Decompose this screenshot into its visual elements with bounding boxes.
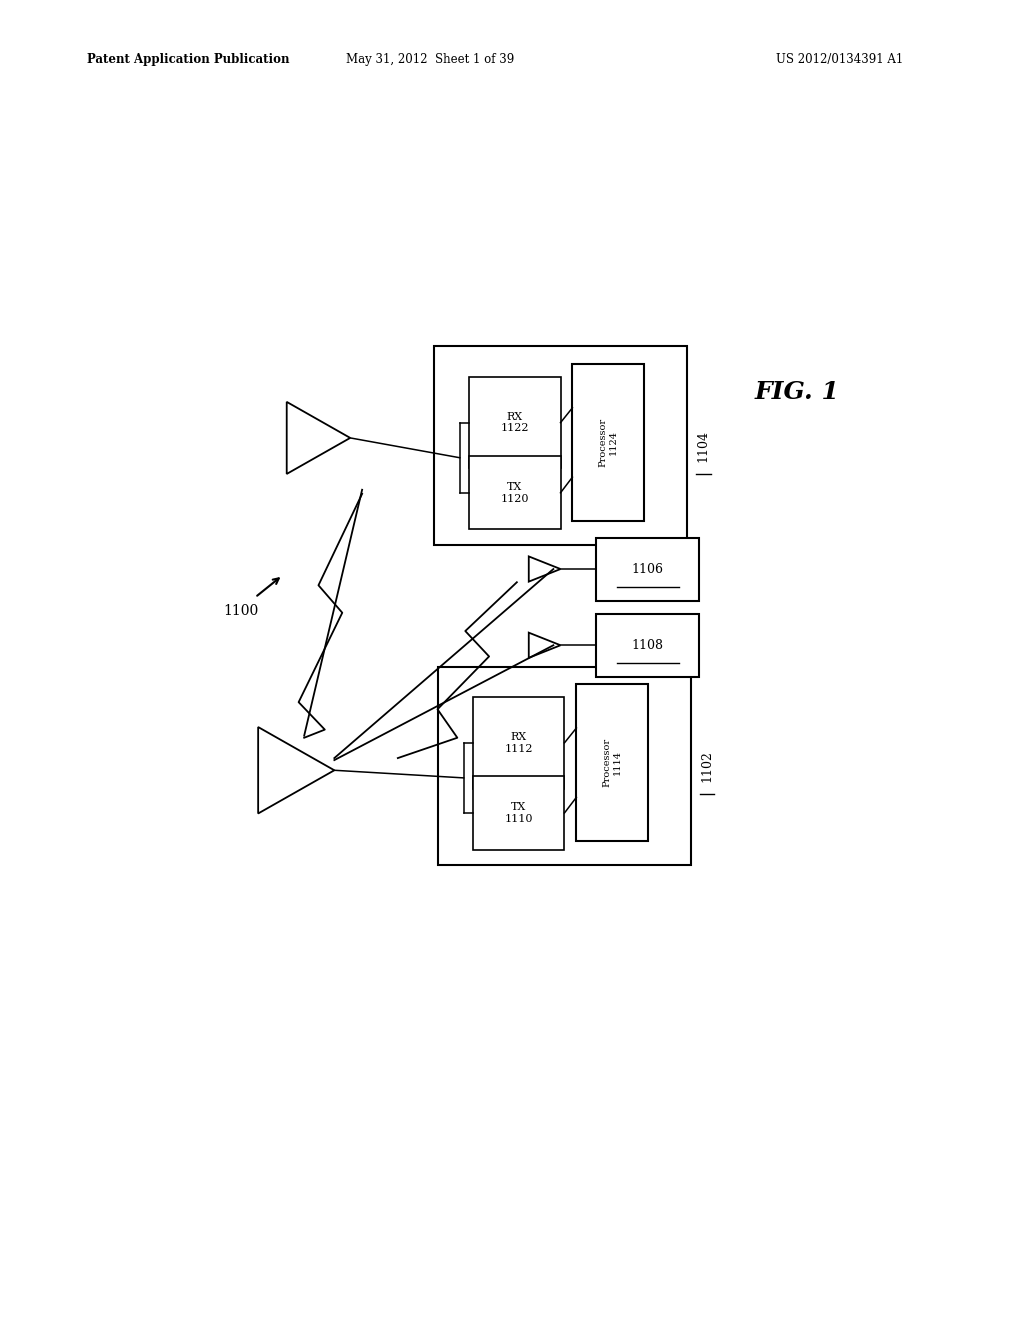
- Bar: [473, 776, 564, 850]
- Bar: [469, 378, 560, 469]
- Text: US 2012/0134391 A1: US 2012/0134391 A1: [776, 53, 903, 66]
- Text: 1106: 1106: [632, 562, 664, 576]
- Bar: [596, 614, 699, 677]
- Text: FIG. 1: FIG. 1: [755, 380, 840, 404]
- Text: RX
1122: RX 1122: [501, 412, 529, 433]
- Text: 1102: 1102: [700, 750, 714, 781]
- Text: 1100: 1100: [223, 603, 258, 618]
- Bar: [433, 346, 687, 545]
- Bar: [577, 684, 648, 841]
- Text: Processor
1124: Processor 1124: [598, 418, 617, 467]
- Text: TX
1110: TX 1110: [505, 803, 534, 824]
- Text: RX
1112: RX 1112: [505, 733, 534, 754]
- Text: 1108: 1108: [632, 639, 664, 652]
- Text: 1104: 1104: [697, 429, 710, 462]
- Bar: [469, 457, 560, 529]
- Text: Patent Application Publication: Patent Application Publication: [87, 53, 290, 66]
- Bar: [437, 667, 691, 865]
- Bar: [473, 697, 564, 788]
- Text: May 31, 2012  Sheet 1 of 39: May 31, 2012 Sheet 1 of 39: [346, 53, 514, 66]
- Text: TX
1120: TX 1120: [501, 482, 529, 504]
- Text: Processor
1114: Processor 1114: [602, 738, 622, 787]
- Bar: [572, 364, 644, 521]
- Bar: [596, 537, 699, 601]
